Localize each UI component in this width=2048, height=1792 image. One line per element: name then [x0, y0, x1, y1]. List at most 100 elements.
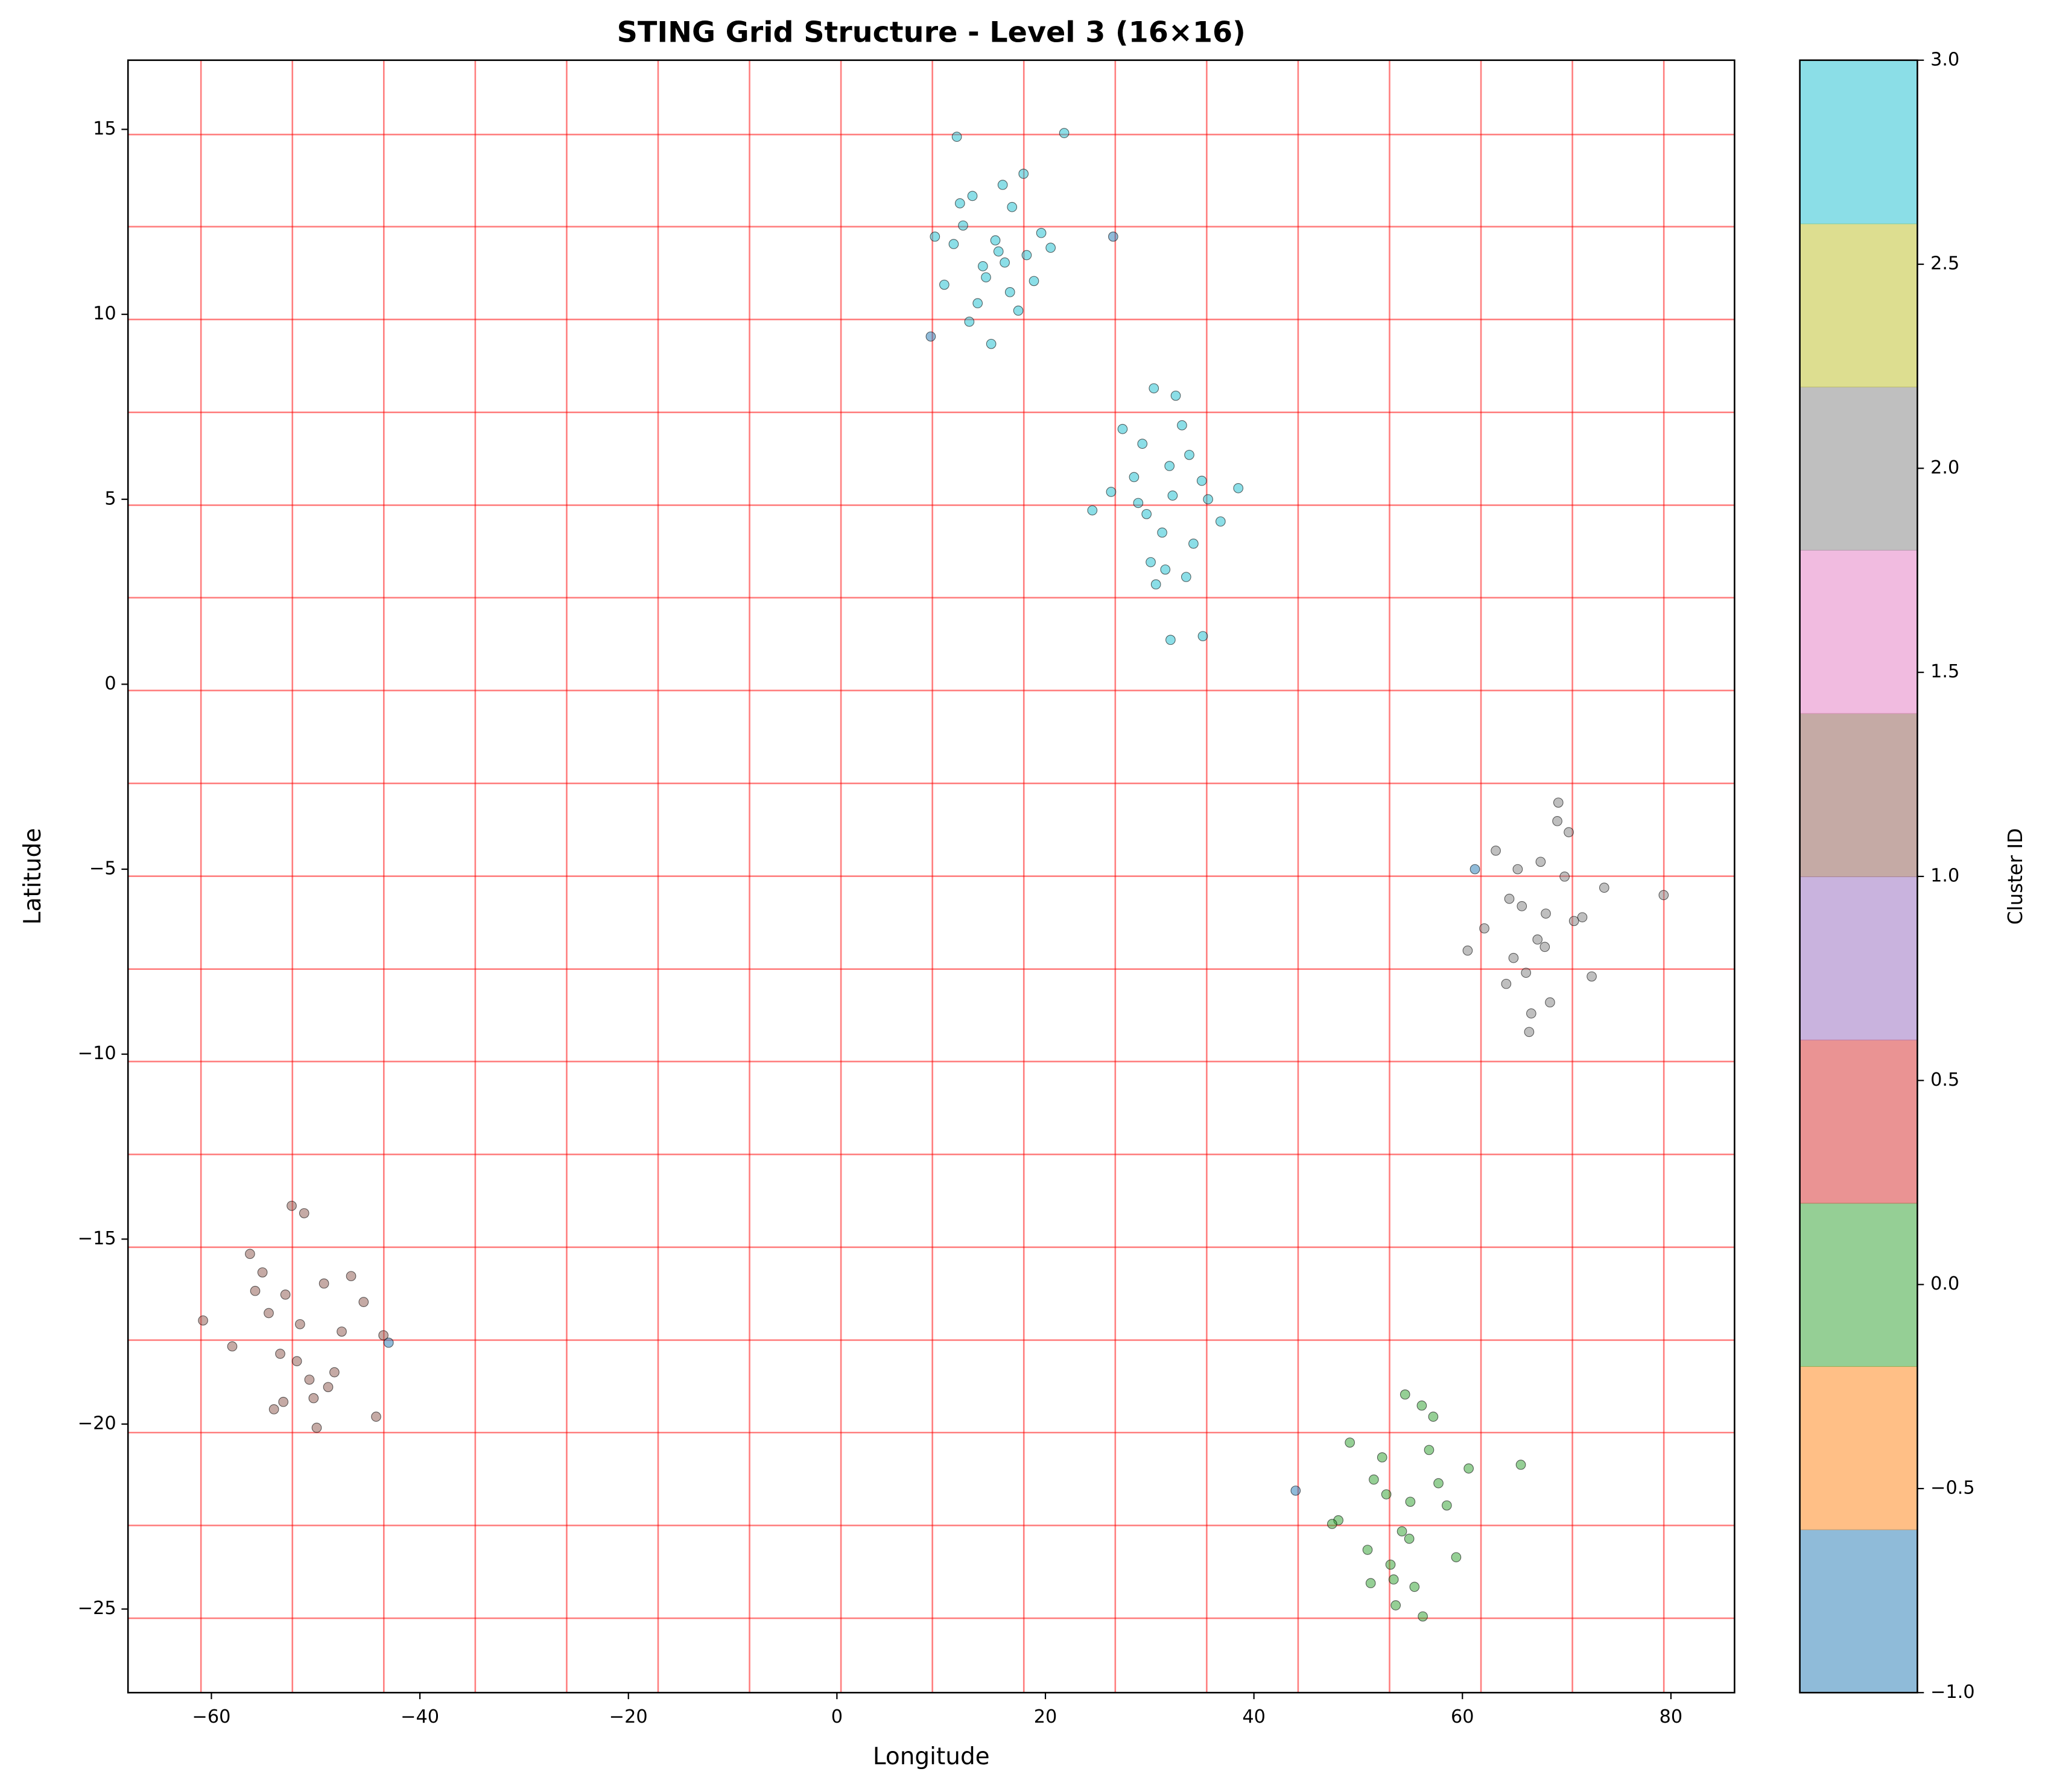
data-point [1117, 423, 1128, 434]
data-point [925, 331, 936, 342]
data-point [1160, 564, 1171, 575]
data-point [1233, 483, 1244, 493]
data-point [311, 1422, 322, 1433]
colorbar-segment [1799, 713, 1918, 878]
data-point [1150, 579, 1161, 590]
data-point [319, 1278, 329, 1289]
data-point [1451, 1552, 1462, 1563]
data-point [967, 191, 978, 201]
data-point [1137, 439, 1148, 449]
data-point [1553, 797, 1564, 808]
data-point [1381, 1489, 1392, 1499]
data-point [1108, 231, 1118, 242]
data-point [954, 198, 965, 209]
data-point [1462, 945, 1473, 956]
data-point [1463, 1463, 1474, 1474]
data-point [990, 235, 1001, 245]
colorbar-segment [1799, 1039, 1918, 1204]
y-tick-label: 10 [93, 303, 116, 325]
data-point [308, 1393, 319, 1404]
data-point [1146, 557, 1156, 568]
data-point [268, 1404, 279, 1414]
colorbar-segment [1799, 1529, 1918, 1694]
colorbar-tick-label: 0.5 [1930, 1069, 1959, 1091]
data-point [1515, 1460, 1526, 1470]
data-point [1170, 390, 1181, 401]
data-point [1524, 1027, 1535, 1037]
data-point [1165, 635, 1176, 645]
y-tick-label: −5 [89, 858, 116, 879]
data-point [981, 272, 991, 283]
data-point [1013, 305, 1024, 316]
data-point [930, 231, 940, 242]
data-point [951, 131, 962, 142]
x-tick-label: 80 [1660, 1706, 1683, 1727]
data-point [1512, 864, 1523, 875]
data-point [1184, 449, 1194, 460]
data-point [1564, 827, 1574, 838]
data-point [358, 1297, 369, 1307]
data-point [997, 180, 1008, 190]
y-tick-label: 15 [93, 118, 116, 139]
data-point [1521, 967, 1532, 978]
data-point [1409, 1581, 1420, 1592]
data-point [1587, 971, 1597, 982]
data-point [1345, 1437, 1355, 1448]
y-tick-label: 5 [104, 488, 116, 509]
data-point [1327, 1519, 1337, 1529]
x-tick-label: 40 [1242, 1706, 1266, 1727]
data-point [1508, 952, 1519, 963]
data-point [1036, 227, 1047, 238]
data-point [1526, 1008, 1536, 1019]
data-point [371, 1411, 381, 1422]
data-point [1535, 856, 1546, 867]
data-point [378, 1330, 388, 1341]
data-point [1007, 201, 1018, 212]
data-point [1149, 383, 1159, 394]
data-point [1029, 276, 1039, 287]
data-point [257, 1267, 268, 1278]
colorbar-tick-label: −0.5 [1930, 1477, 1975, 1498]
y-tick-label: 0 [104, 673, 116, 694]
data-point [1504, 893, 1515, 904]
data-point [1541, 908, 1551, 919]
y-tick-label: −15 [78, 1228, 116, 1249]
data-point [977, 261, 988, 271]
data-point [1196, 475, 1207, 486]
data-point [964, 317, 975, 327]
data-point [1491, 846, 1501, 856]
data-point [1290, 1486, 1301, 1496]
data-point [1416, 1401, 1427, 1411]
x-tick-label: 60 [1451, 1706, 1474, 1727]
data-point [1197, 631, 1208, 642]
data-point [1385, 1559, 1396, 1570]
data-point [948, 239, 959, 249]
data-point [295, 1319, 305, 1329]
colorbar-tick-label: 0.0 [1930, 1273, 1959, 1294]
data-point [1164, 461, 1175, 471]
data-point [1000, 257, 1010, 268]
data-point [1045, 242, 1056, 253]
x-tick-label: −60 [192, 1706, 230, 1727]
data-point [1404, 1533, 1415, 1544]
data-point [1369, 1474, 1379, 1485]
data-point [278, 1396, 289, 1407]
data-point [250, 1285, 261, 1296]
data-point [1577, 912, 1588, 923]
data-point [1377, 1452, 1387, 1463]
data-point [958, 220, 968, 231]
data-point [1177, 420, 1187, 431]
x-axis-label: Longitude [873, 1743, 990, 1770]
colorbar-segment [1799, 223, 1918, 388]
data-point [1188, 539, 1199, 549]
data-point [1388, 1574, 1399, 1585]
data-point [1517, 901, 1527, 911]
data-point [1568, 916, 1579, 926]
x-tick-label: −20 [609, 1706, 648, 1727]
data-point [1599, 882, 1609, 893]
data-point [264, 1308, 274, 1319]
colorbar-segment [1799, 876, 1918, 1040]
colorbar-segment [1799, 1366, 1918, 1530]
data-point [1365, 1578, 1376, 1589]
